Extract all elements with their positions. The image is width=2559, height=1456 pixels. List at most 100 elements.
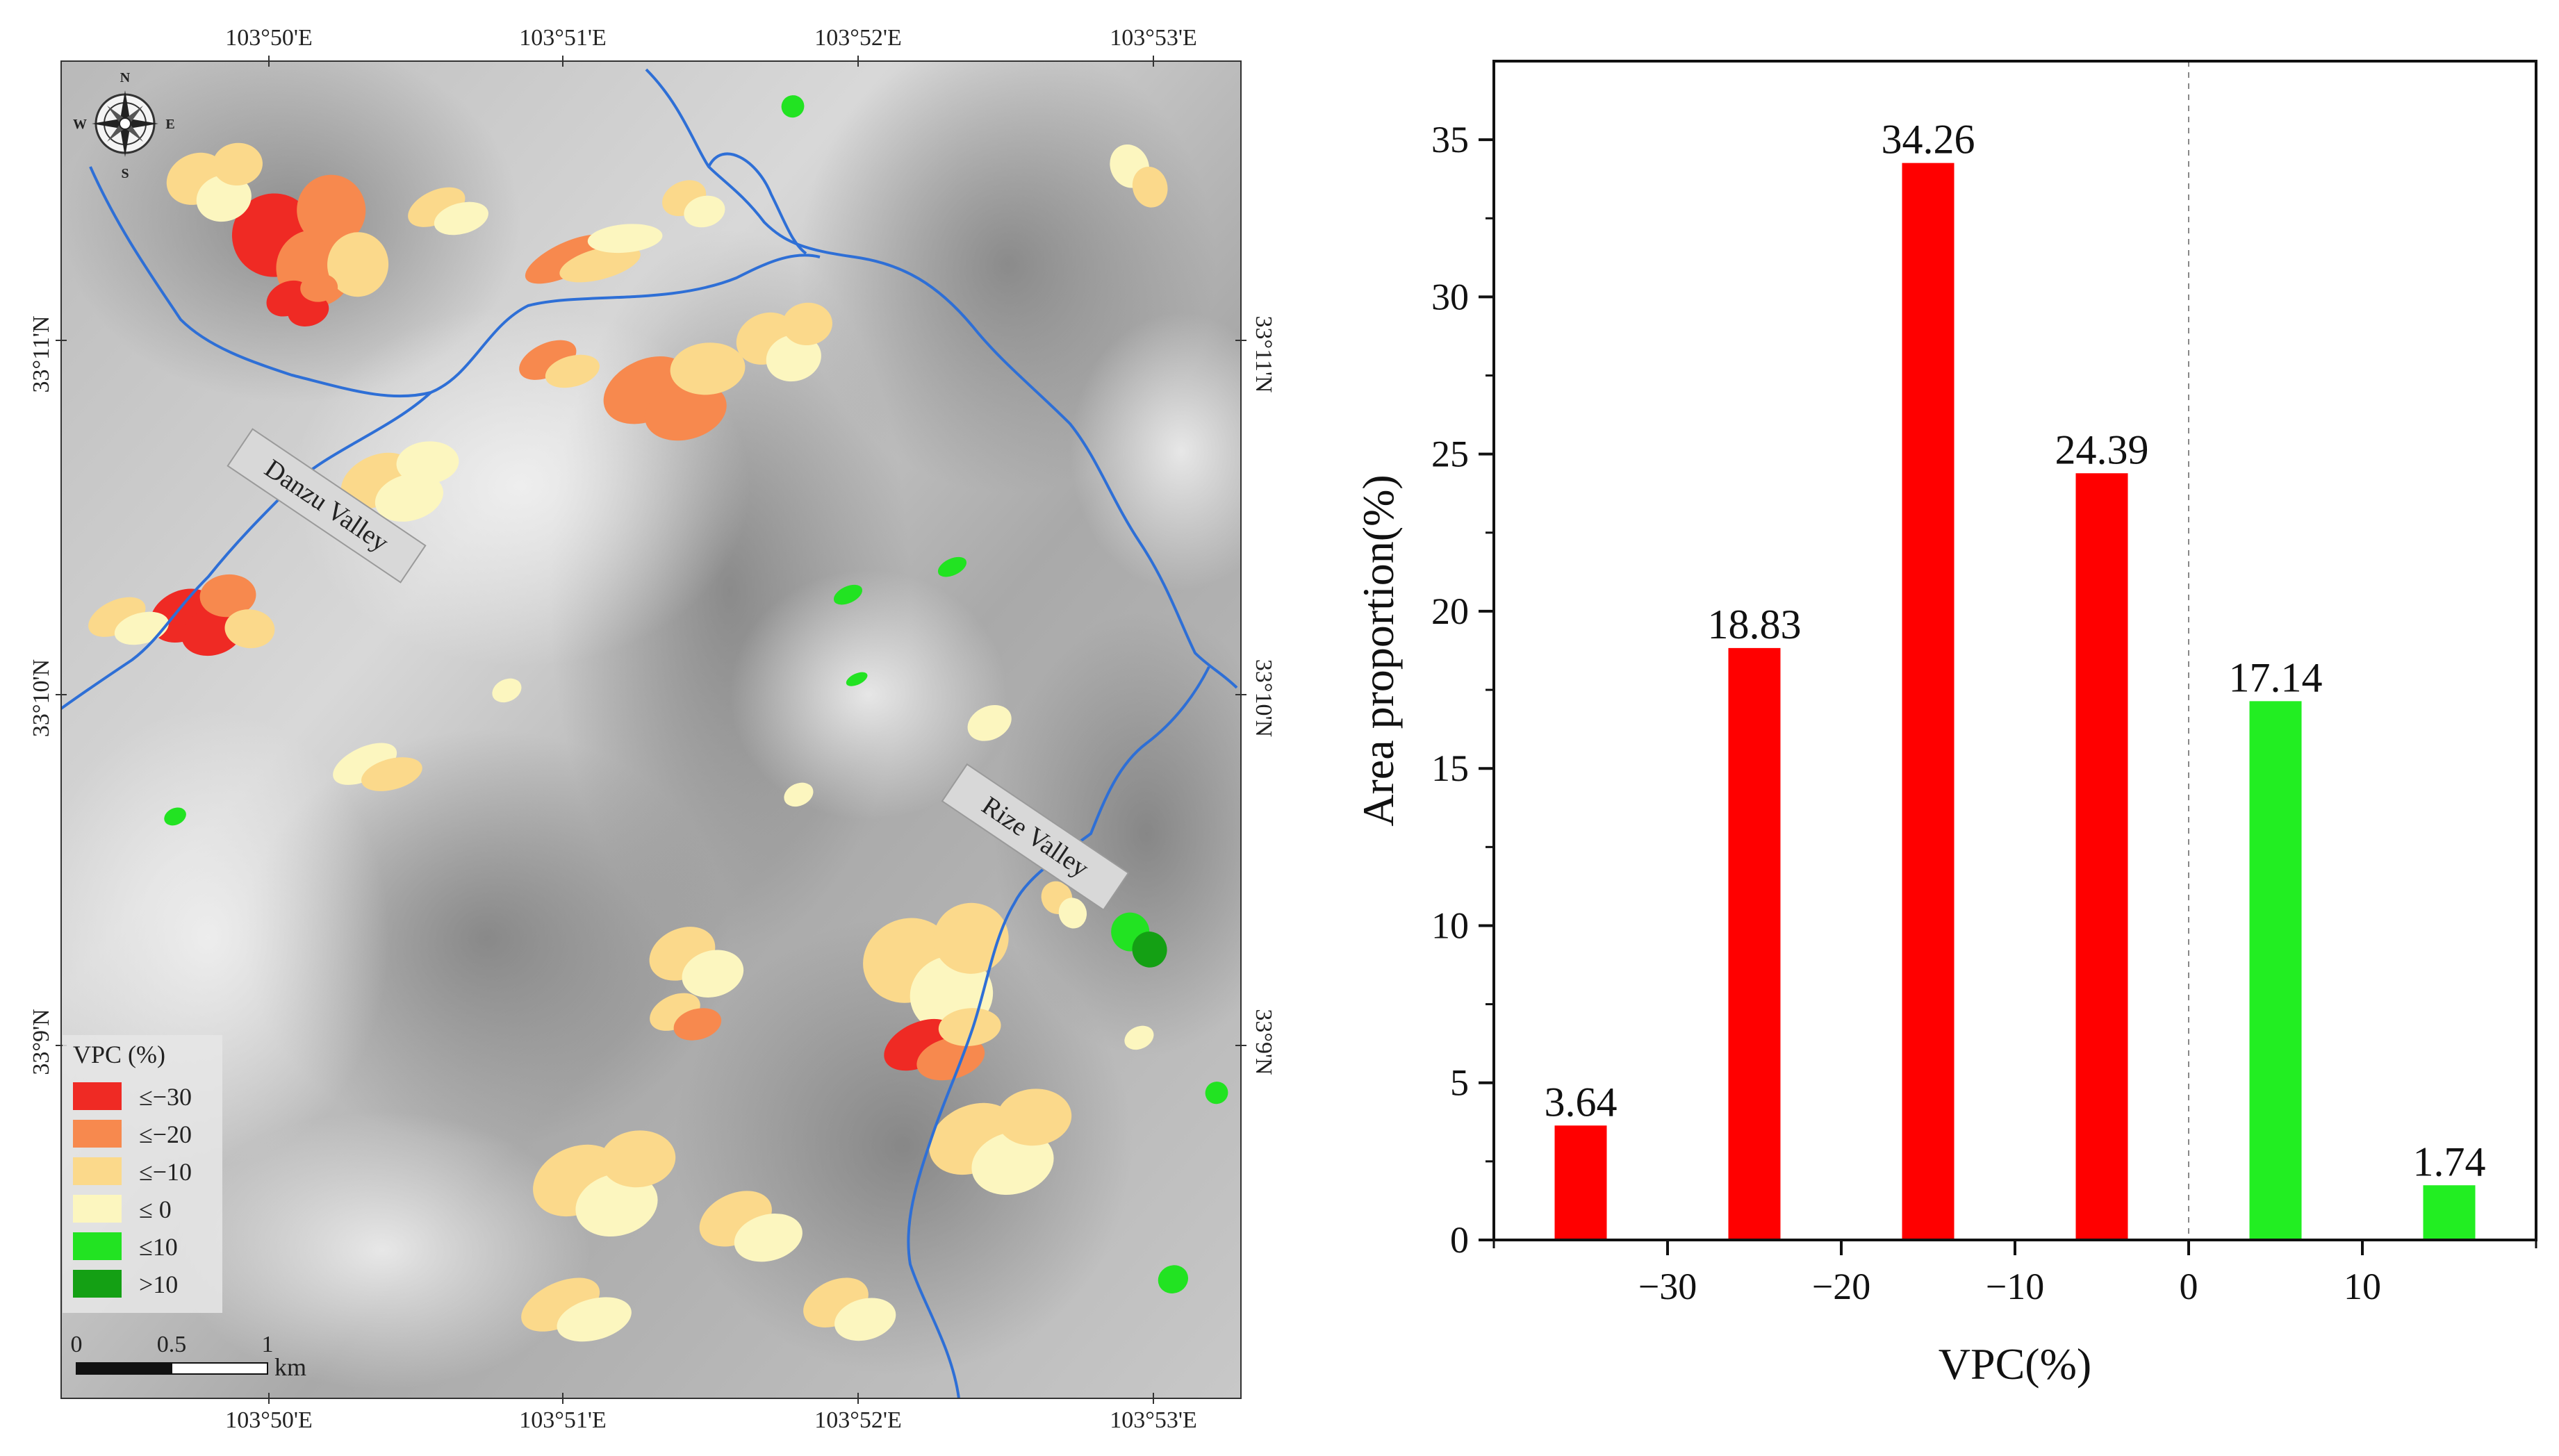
- bottom-lon-label: 103°50'E: [225, 1407, 313, 1433]
- bar-data-label: 1.74: [2413, 1139, 2486, 1184]
- x-axis-title: VPC(%): [1939, 1339, 2091, 1389]
- river-rize: [907, 666, 1210, 1398]
- legend-swatch: [73, 1270, 122, 1298]
- top-lon-labels: 103°50'E 103°51'E 103°52'E 103°53'E: [225, 25, 1197, 51]
- vpc-patch: [1205, 1082, 1228, 1105]
- x-tick-label: −20: [1812, 1266, 1870, 1307]
- legend-item-label: ≤−20: [139, 1120, 192, 1148]
- river-danzu-lower: [61, 391, 432, 710]
- y-tick-label: 5: [1450, 1062, 1469, 1104]
- x-tick-label: 0: [2180, 1266, 2198, 1307]
- bar-data-label: 17.14: [2229, 654, 2323, 700]
- legend-item-label: ≤−10: [139, 1158, 192, 1186]
- compass-e-label: E: [165, 117, 174, 132]
- scale-tick-label: 0: [71, 1332, 83, 1357]
- y-tick-label: 10: [1431, 904, 1469, 946]
- vpc-patch: [673, 1008, 722, 1041]
- vpc-patch: [1124, 1025, 1154, 1050]
- vpc-patch: [784, 782, 814, 807]
- bar: [1728, 647, 1781, 1240]
- map-panel: 103°50'E 103°51'E 103°52'E 103°53'E 103°…: [28, 25, 1276, 1433]
- scale-bar: 0 0.5 1 km: [71, 1332, 307, 1381]
- vpc-patch: [557, 1297, 632, 1342]
- vpc-patch: [333, 743, 397, 785]
- vpc-patch: [682, 950, 744, 998]
- compass-rose-icon: N S E W: [73, 70, 175, 181]
- vpc-patch: [670, 342, 746, 395]
- y-tick-label: 35: [1431, 119, 1469, 160]
- legend-title: VPC (%): [73, 1041, 165, 1068]
- scale-unit-label: km: [274, 1353, 306, 1381]
- river-north-branch: [707, 152, 807, 255]
- legend-swatch: [73, 1157, 122, 1185]
- vpc-patch: [361, 757, 422, 791]
- legend-swatch: [73, 1232, 122, 1260]
- compass-w-label: W: [73, 117, 87, 132]
- vpc-patch: [766, 334, 821, 382]
- bar-data-label: 34.26: [1882, 117, 1975, 163]
- vpc-patch: [434, 201, 488, 235]
- vpc-patch: [587, 224, 663, 254]
- map-frame: [60, 60, 1242, 1399]
- vpc-patch: [575, 1173, 658, 1237]
- vpc-patch: [396, 441, 459, 484]
- vpc-patch: [916, 1036, 985, 1081]
- bar-data-label: 3.64: [1545, 1079, 1618, 1125]
- bar-data-label: 24.39: [2055, 427, 2149, 472]
- compass-n-label: N: [120, 70, 131, 85]
- scale-tick-label: 0.5: [157, 1332, 187, 1357]
- y-tick-label: 0: [1450, 1219, 1469, 1261]
- top-lon-label: 103°52'E: [814, 25, 902, 51]
- vpc-patch: [967, 705, 1012, 741]
- vpc-patch: [545, 354, 600, 388]
- vpc-patch: [1158, 1265, 1189, 1294]
- vpc-patches: [88, 95, 1228, 1342]
- vpc-patch: [937, 556, 967, 577]
- bar: [2249, 701, 2302, 1240]
- vpc-patch: [1132, 932, 1167, 968]
- legend-item-label: ≤−30: [139, 1083, 192, 1111]
- left-lat-label: 33°9'N: [28, 1009, 54, 1075]
- top-lon-label: 103°50'E: [225, 25, 313, 51]
- vpc-patch: [375, 473, 443, 522]
- right-lat-label: 33°10'N: [1251, 659, 1276, 737]
- y-tick-label: 15: [1431, 747, 1469, 789]
- vpc-patch: [213, 142, 263, 186]
- top-lon-label: 103°51'E: [519, 25, 607, 51]
- top-lon-label: 103°53'E: [1110, 25, 1197, 51]
- vpc-patch: [224, 609, 275, 649]
- vpc-patch: [297, 174, 366, 246]
- vpc-patch: [734, 1214, 803, 1262]
- bottom-lon-label: 103°53'E: [1110, 1407, 1197, 1433]
- legend-swatch: [73, 1195, 122, 1223]
- legend-item-label: ≤ 0: [139, 1196, 172, 1223]
- river-main-north: [645, 68, 1238, 689]
- bar-chart-panel: 0 5 10 15 20 25 30 35 −30 −20 −10 0 10 3.64 18.83 34.2…: [1353, 60, 2537, 1389]
- vpc-patch: [196, 174, 252, 222]
- bar: [1902, 163, 1955, 1240]
- y-tick-label: 20: [1431, 590, 1469, 632]
- map-legend: VPC (%) ≤−30 ≤−20 ≤−10 ≤ 0 ≤10 >10: [63, 1035, 222, 1313]
- bottom-lon-label: 103°51'E: [519, 1407, 607, 1433]
- vpc-patch: [559, 245, 641, 283]
- vpc-patch: [782, 302, 832, 346]
- bar: [2075, 473, 2128, 1240]
- chart-plot-frame: [1492, 60, 2537, 1241]
- vpc-patch: [327, 232, 389, 297]
- right-lat-label: 33°11'N: [1251, 315, 1276, 392]
- vpc-patch: [1058, 897, 1087, 929]
- legend-swatch: [73, 1120, 122, 1148]
- bar-data-label: 18.83: [1708, 602, 1802, 647]
- y-axis-title: Area proportion(%): [1353, 474, 1403, 826]
- vpc-patch: [1132, 167, 1168, 208]
- left-lat-labels: 33°11'N 33°10'N 33°9'N: [28, 315, 54, 1075]
- chart-ticks: 0 5 10 15 20 25 30 35 −30 −20 −10 0 10: [1431, 119, 2537, 1307]
- x-tick-label: −10: [1986, 1266, 2044, 1307]
- x-tick-label: −30: [1638, 1266, 1697, 1307]
- river-network: [61, 68, 1238, 1398]
- vpc-patch: [684, 195, 725, 228]
- bar: [1554, 1125, 1607, 1240]
- vpc-patch: [644, 381, 727, 441]
- y-tick-label: 30: [1431, 276, 1469, 317]
